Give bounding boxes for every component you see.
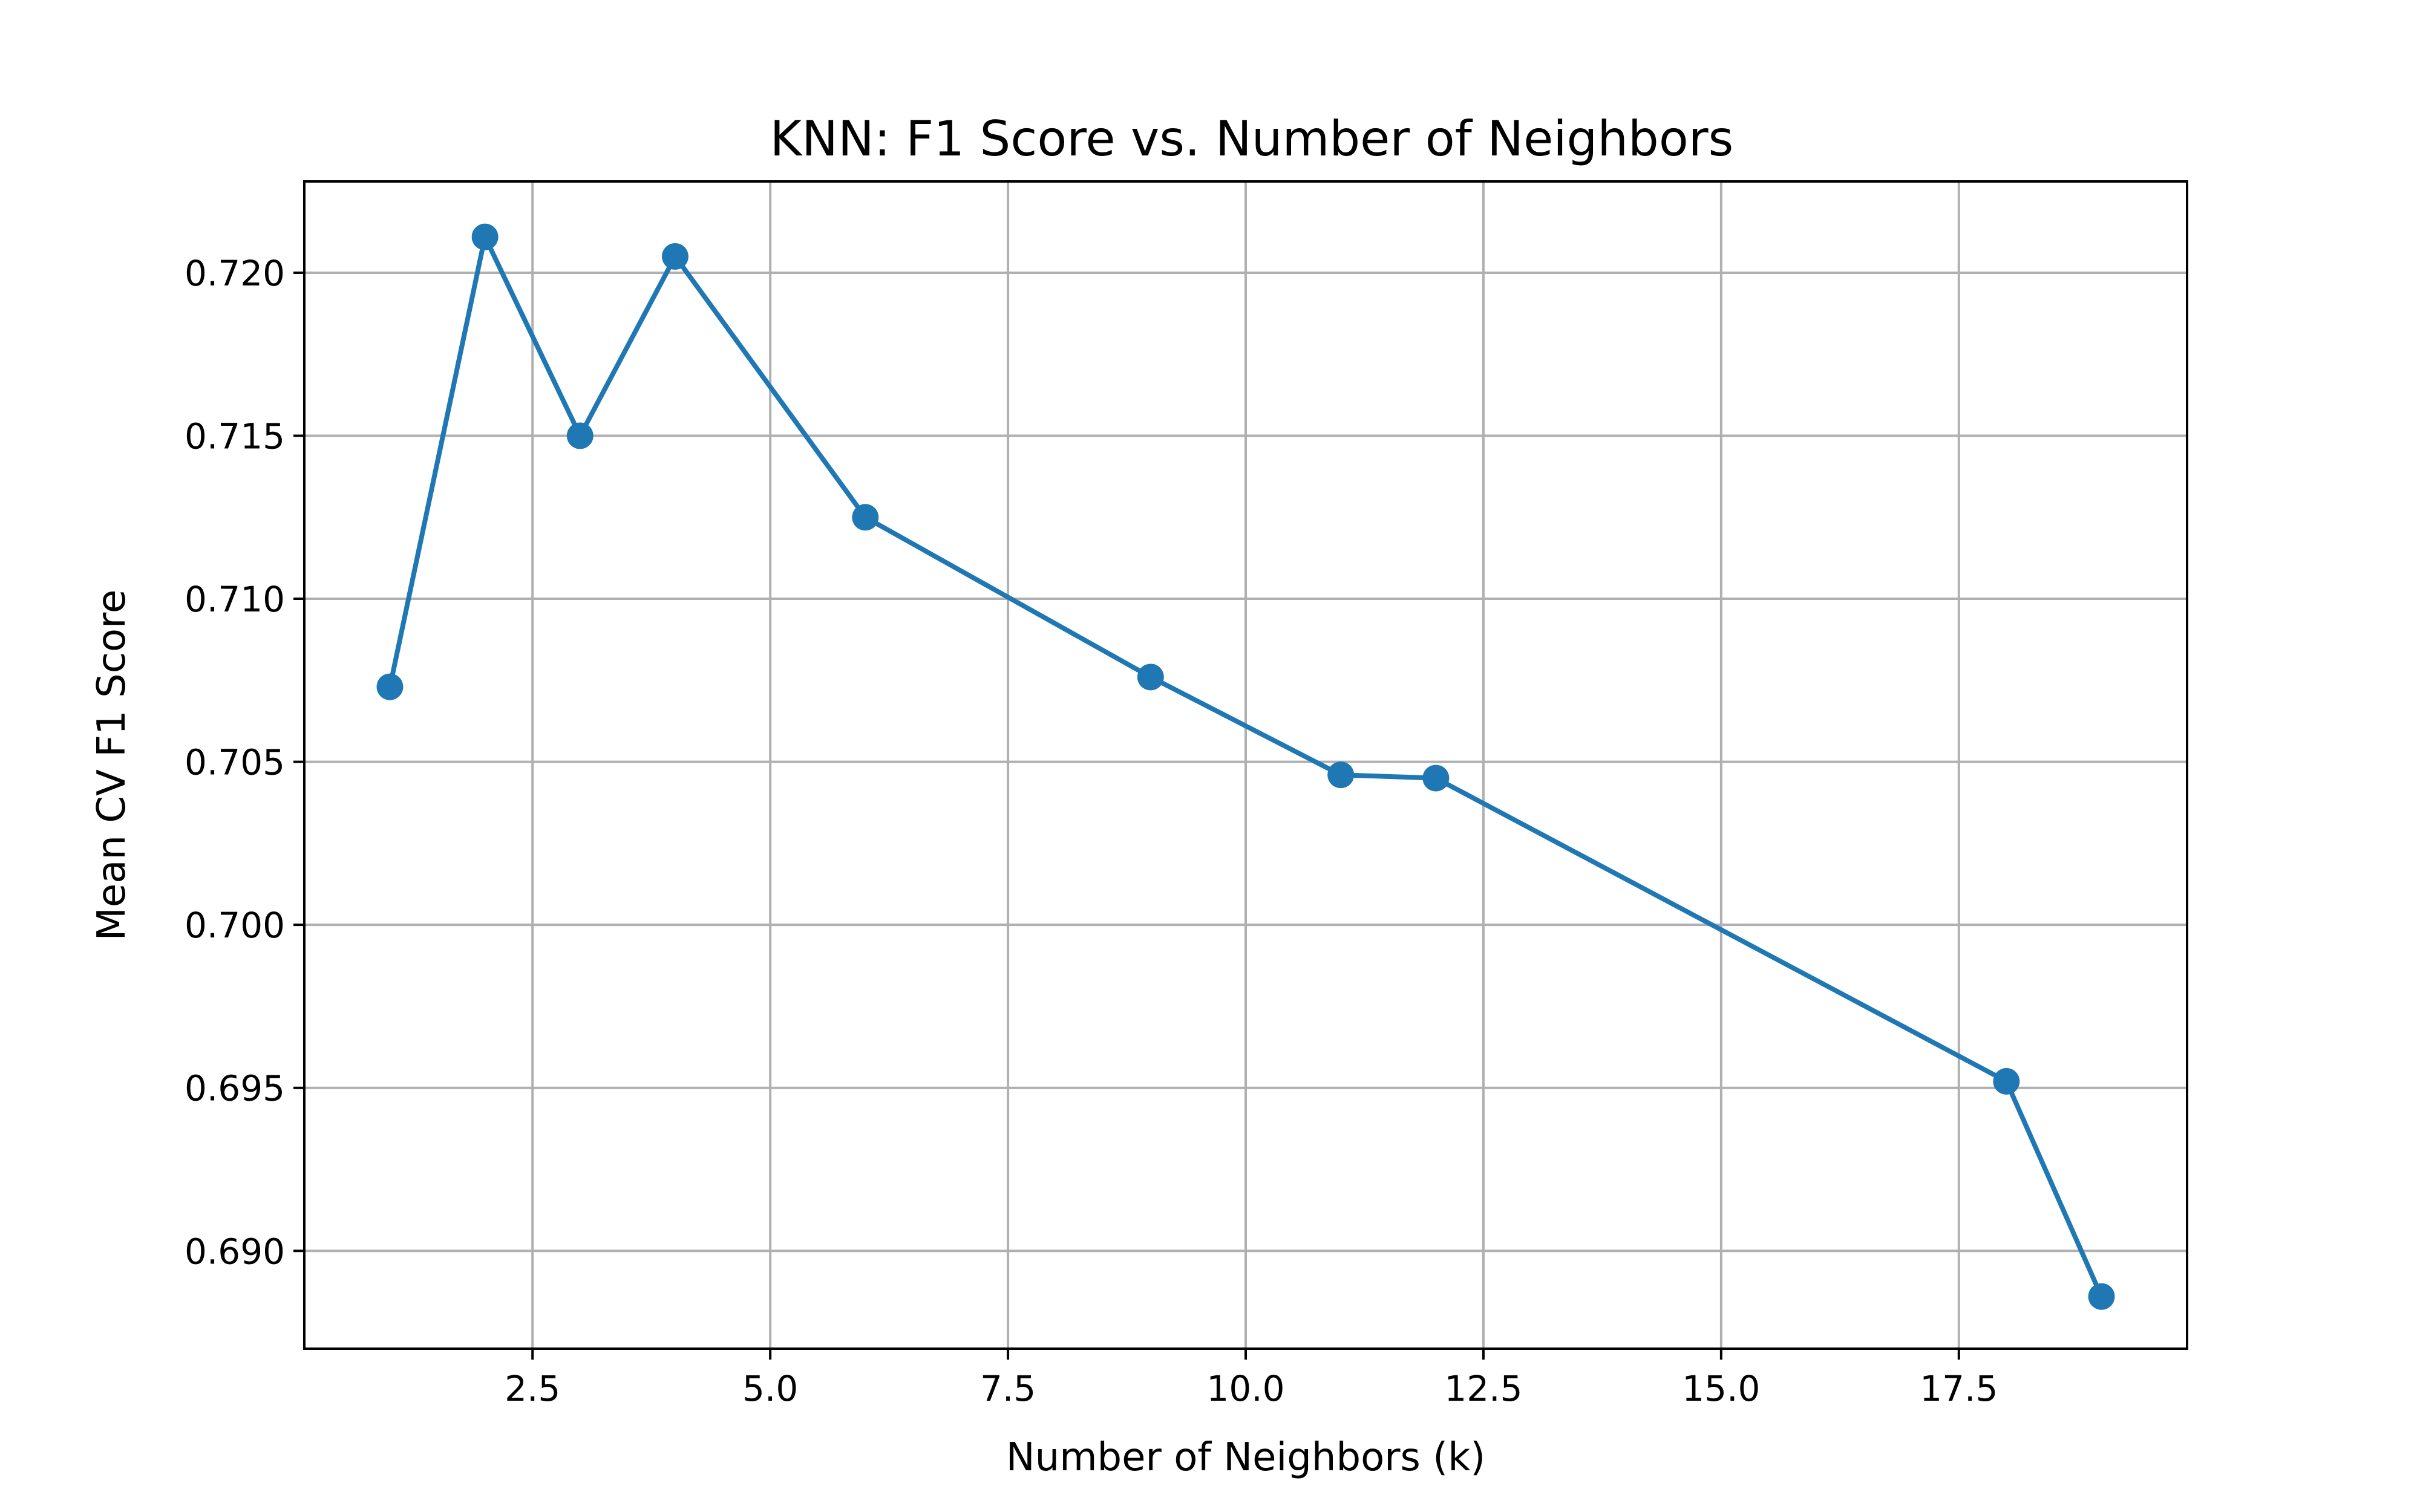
- data-point: [566, 422, 594, 449]
- data-point: [376, 673, 404, 700]
- x-tick-label: 5.0: [742, 1368, 798, 1409]
- x-tick-label: 7.5: [980, 1368, 1036, 1409]
- y-tick-label: 0.720: [185, 253, 285, 294]
- x-tick-label: 17.5: [1920, 1368, 1998, 1409]
- y-tick-label: 0.715: [185, 416, 285, 457]
- x-axis-label: Number of Neighbors (k): [1006, 1435, 1485, 1480]
- x-tick-label: 10.0: [1206, 1368, 1284, 1409]
- y-tick-label: 0.710: [185, 579, 285, 620]
- x-tick-label: 15.0: [1682, 1368, 1760, 1409]
- y-tick-label: 0.690: [185, 1231, 285, 1272]
- data-point: [1422, 764, 1450, 792]
- y-tick-label: 0.695: [185, 1068, 285, 1109]
- ticks-layer: 2.5 5.0 7.5 10.0 12.5 15.0 17.5 0.690 0.695 0.700…: [185, 253, 1998, 1409]
- y-axis-label: Mean CV F1 Score: [90, 590, 134, 941]
- data-point: [1137, 663, 1164, 691]
- data-point: [661, 243, 688, 270]
- y-tick-label: 0.705: [185, 742, 285, 783]
- data-point: [1327, 761, 1355, 789]
- x-tick-label: 2.5: [505, 1368, 560, 1409]
- series-line: [387, 234, 2104, 1298]
- x-tick-label: 12.5: [1444, 1368, 1522, 1409]
- data-point: [1993, 1067, 2020, 1095]
- grid: [304, 181, 2187, 1349]
- data-point: [471, 223, 499, 250]
- data-point: [852, 504, 879, 531]
- series-layer: [376, 223, 2115, 1310]
- data-point: [2088, 1283, 2115, 1310]
- y-tick-label: 0.700: [185, 905, 285, 946]
- chart-title: KNN: F1 Score vs. Number of Neighbors: [770, 111, 1734, 167]
